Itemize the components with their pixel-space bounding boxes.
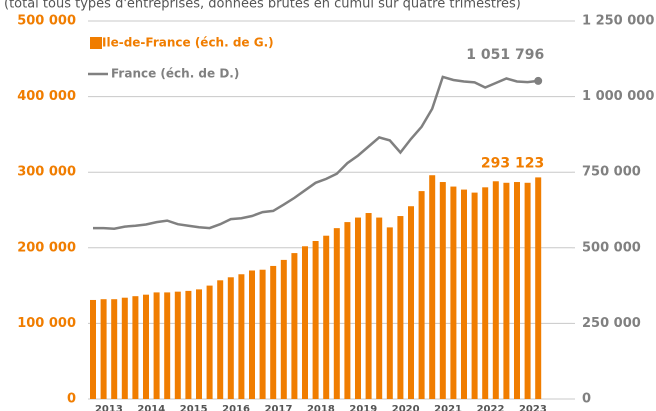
- bar: [514, 182, 520, 399]
- bar: [492, 181, 499, 399]
- bar: [482, 187, 489, 399]
- bar: [365, 213, 372, 399]
- bar: [408, 206, 414, 399]
- x-tick-label: 2014: [137, 404, 165, 411]
- bar: [461, 189, 467, 399]
- data-label: 293 123: [481, 155, 544, 171]
- bar: [132, 296, 139, 399]
- bar: [153, 292, 160, 399]
- bar: [376, 217, 383, 399]
- bar: [524, 182, 531, 399]
- x-tick-label: 2021: [434, 404, 462, 411]
- y2-tick-label: 1 250 000: [582, 14, 654, 29]
- y2-tick-label: 0: [582, 392, 591, 407]
- bar: [450, 186, 457, 399]
- bar: [333, 228, 340, 399]
- y-tick-label: 400 000: [17, 89, 76, 104]
- bar: [249, 270, 255, 399]
- y-tick-label: 100 000: [17, 316, 76, 331]
- y-tick-label: 0: [67, 392, 76, 407]
- x-tick-label: 2017: [265, 404, 293, 411]
- bar: [312, 240, 319, 399]
- line: [93, 75, 539, 230]
- x-tick-label: 2016: [222, 404, 250, 411]
- bar: [439, 182, 446, 399]
- bar: [355, 217, 361, 399]
- bar: [471, 192, 478, 399]
- y2-tick-label: 1 000 000: [582, 89, 654, 104]
- bar: [143, 294, 149, 399]
- bar: [386, 227, 393, 399]
- end-marker: [534, 76, 543, 85]
- data-label: 1 051 796: [466, 47, 544, 63]
- bar: [280, 259, 287, 399]
- bar: [535, 177, 542, 399]
- y2-tick-label: 750 000: [582, 165, 641, 180]
- x-tick-label: 2013: [95, 404, 123, 411]
- bar: [174, 291, 181, 399]
- bar: [196, 289, 202, 399]
- y2-tick-label: 500 000: [582, 240, 641, 255]
- bar: [418, 191, 425, 399]
- bar: [270, 265, 277, 399]
- bar: [302, 246, 308, 399]
- bar: [90, 299, 96, 399]
- legend-label: Ile-de-France (éch. de G.): [102, 36, 274, 50]
- bar: [227, 277, 234, 399]
- y2-tick-label: 250 000: [582, 316, 641, 331]
- legend-swatch: [90, 37, 102, 49]
- y-tick-label: 200 000: [17, 240, 76, 255]
- x-tick-label: 2020: [392, 404, 420, 411]
- x-tick-label: 2023: [519, 404, 547, 411]
- x-tick-label: 2015: [180, 404, 208, 411]
- bar: [164, 292, 171, 399]
- bar: [429, 175, 436, 399]
- bar: [100, 299, 107, 399]
- x-tick-label: 2018: [307, 404, 335, 411]
- bar: [259, 269, 266, 399]
- y-tick-label: 300 000: [17, 165, 76, 180]
- bar: [111, 299, 118, 399]
- bar: [185, 290, 192, 399]
- bar: [206, 285, 213, 399]
- bar: [503, 182, 510, 399]
- bar: [397, 216, 404, 399]
- bar: [344, 222, 351, 399]
- bar: [217, 280, 224, 399]
- x-tick-label: 2019: [349, 404, 377, 411]
- bar: [238, 274, 245, 399]
- chart-subtitle: (total tous types d'entreprises, données…: [4, 0, 521, 12]
- bar: [291, 253, 298, 399]
- bar: [121, 297, 128, 399]
- x-tick-label: 2022: [477, 404, 505, 411]
- y-tick-label: 500 000: [17, 14, 76, 29]
- bar: [323, 235, 330, 399]
- legend-label: France (éch. de D.): [111, 67, 239, 81]
